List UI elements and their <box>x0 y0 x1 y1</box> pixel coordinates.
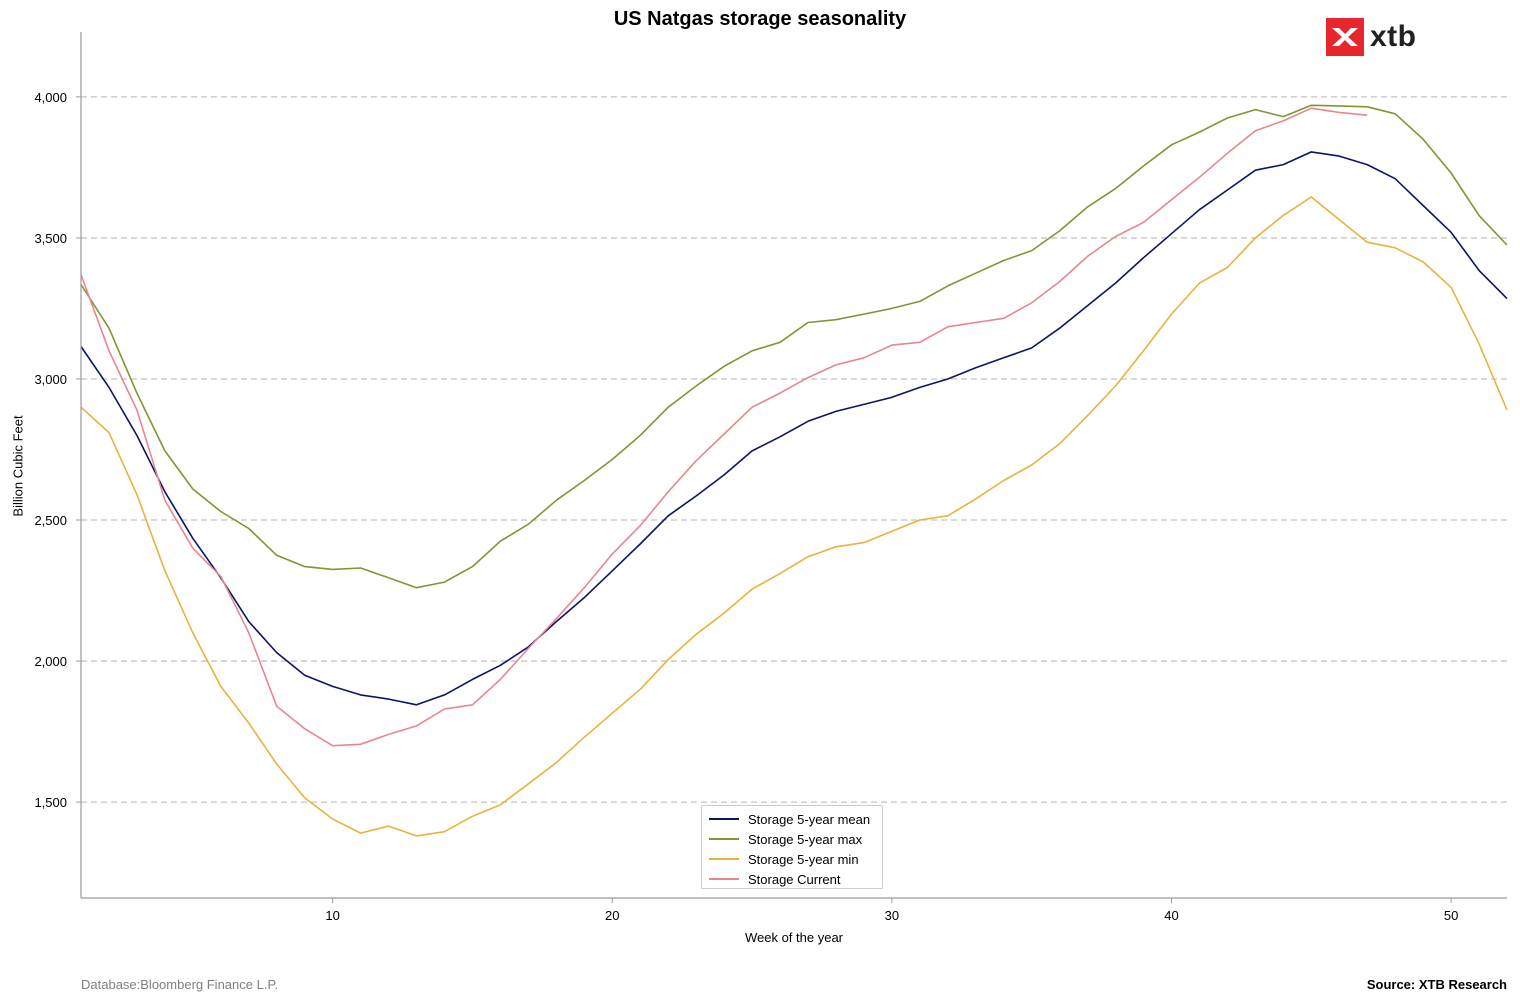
legend-item-storage-5-year-mean: Storage 5-year mean <box>702 809 882 829</box>
series-line-storage-5-year-max <box>80 104 1508 589</box>
legend-item-storage-current: Storage Current <box>702 869 882 889</box>
legend-item-storage-5-year-min: Storage 5-year min <box>702 849 882 869</box>
x-tick-label: 40 <box>1164 908 1178 923</box>
y-tick-label: 2,500 <box>34 513 67 528</box>
y-tick-label: 4,000 <box>34 90 67 105</box>
legend-swatch <box>709 858 739 860</box>
footer-source: Source: XTB Research <box>1366 977 1507 992</box>
legend-swatch <box>709 818 739 820</box>
footer-database-note: Database:Bloomberg Finance L.P. <box>81 977 279 992</box>
xtb-logo-text: xtb <box>1370 20 1417 53</box>
series-line-storage-5-year-min <box>80 196 1508 837</box>
legend-label: Storage 5-year mean <box>748 811 871 827</box>
legend-label: Storage 5-year min <box>748 851 859 867</box>
legend-swatch <box>709 878 739 880</box>
xtb-logo: xtb <box>1326 18 1417 56</box>
series-line-storage-5-year-mean <box>80 151 1508 706</box>
x-tick-label: 20 <box>605 908 619 923</box>
x-tick-label: 50 <box>1444 908 1458 923</box>
y-tick-label: 3,500 <box>34 231 67 246</box>
x-axis-label: Week of the year <box>744 930 844 945</box>
x-tick-label: 10 <box>325 908 339 923</box>
chart-title: US Natgas storage seasonality <box>613 8 907 30</box>
y-tick-label: 1,500 <box>34 795 67 810</box>
chart-legend: Storage 5-year mean Storage 5-year max Sto… <box>701 805 883 889</box>
y-tick-label: 2,000 <box>34 654 67 669</box>
legend-label: Storage Current <box>748 871 841 887</box>
legend-label: Storage 5-year max <box>748 831 863 847</box>
y-axis-label: Billion Cubic Feet <box>10 415 26 517</box>
legend-item-storage-5-year-max: Storage 5-year max <box>702 829 882 849</box>
x-tick-label: 30 <box>885 908 899 923</box>
xtb-logo-mark-icon <box>1326 18 1364 56</box>
legend-swatch <box>709 838 739 840</box>
series-line-storage-current <box>80 107 1368 747</box>
y-tick-label: 3,000 <box>34 372 67 387</box>
